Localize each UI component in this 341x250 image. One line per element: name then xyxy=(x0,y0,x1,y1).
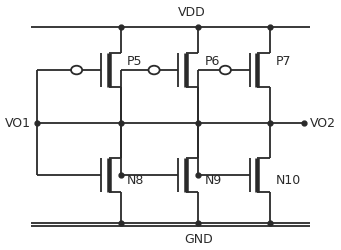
Text: P5: P5 xyxy=(127,55,143,68)
Text: P6: P6 xyxy=(205,55,220,68)
Text: N8: N8 xyxy=(127,174,145,187)
Text: VO1: VO1 xyxy=(5,116,31,130)
Text: N10: N10 xyxy=(276,174,301,187)
Text: VO2: VO2 xyxy=(310,116,336,130)
Text: GND: GND xyxy=(184,232,213,245)
Text: N9: N9 xyxy=(205,174,222,187)
Text: VDD: VDD xyxy=(178,6,206,18)
Text: P7: P7 xyxy=(276,55,291,68)
